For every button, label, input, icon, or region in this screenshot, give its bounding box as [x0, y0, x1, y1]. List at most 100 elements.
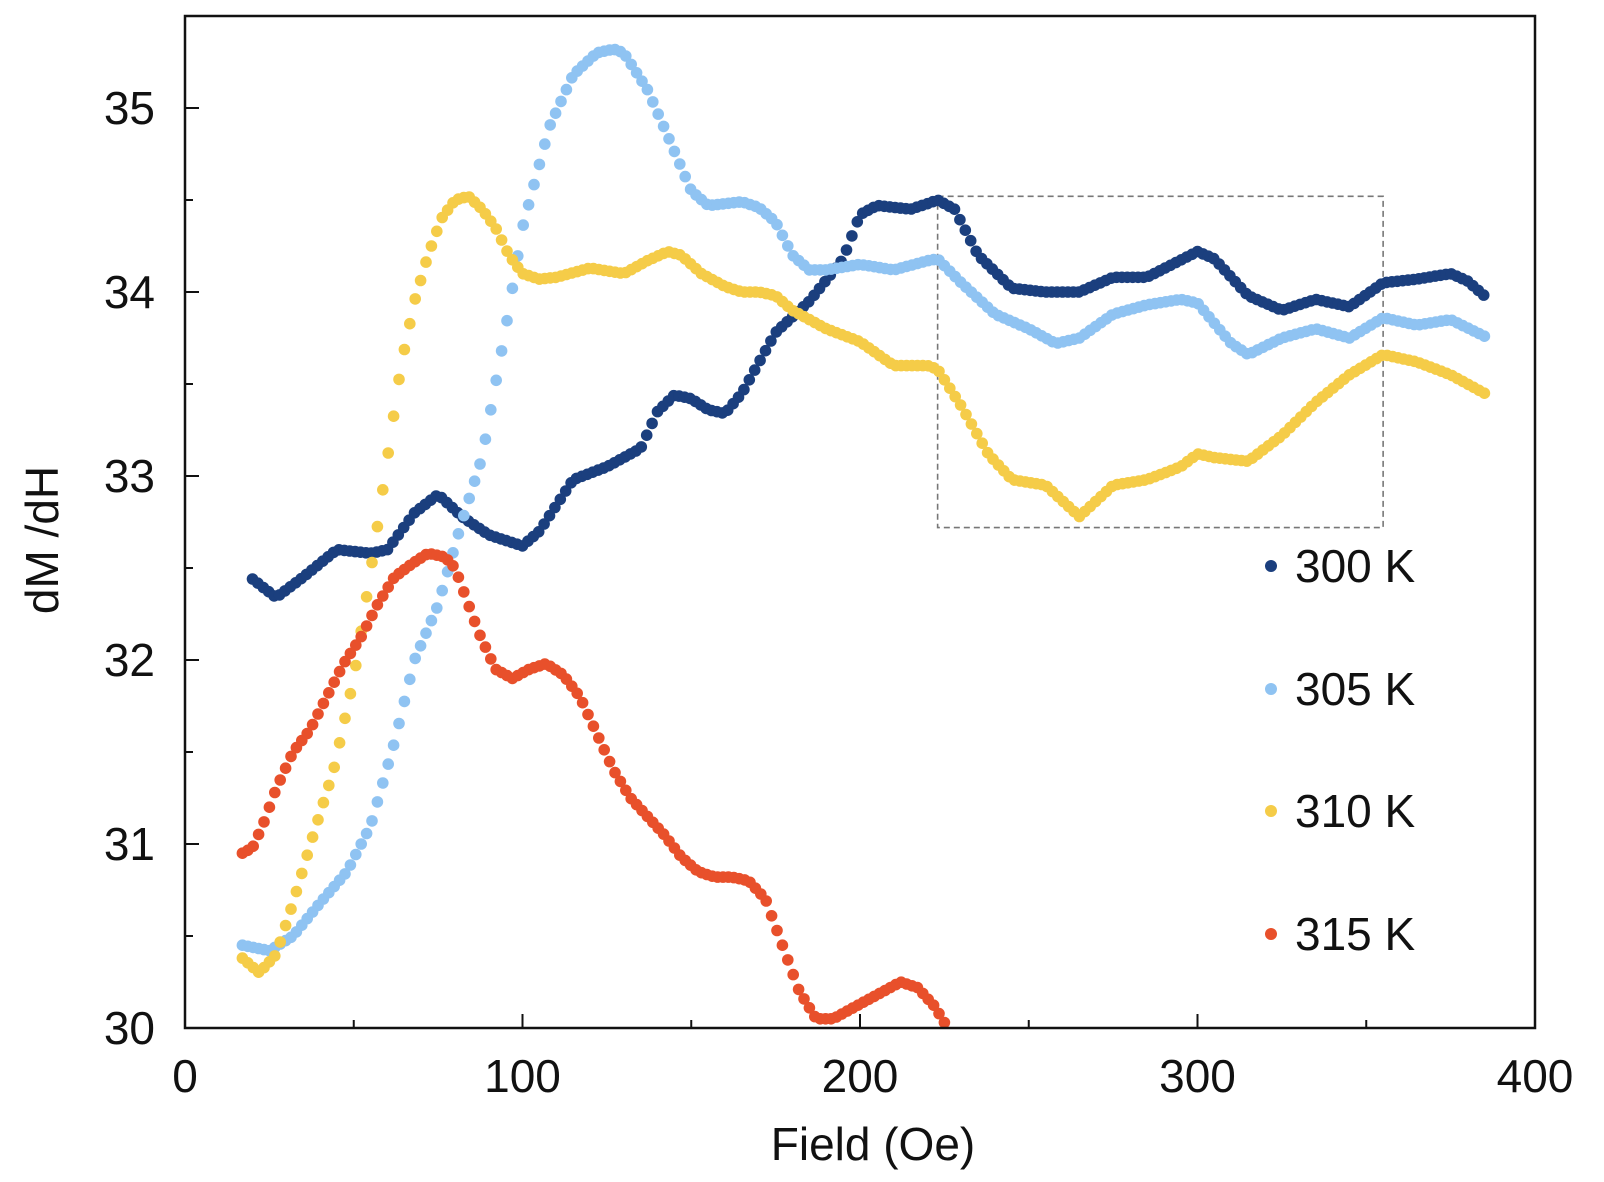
data-point	[771, 218, 783, 231]
data-point	[668, 145, 681, 158]
data-point	[420, 627, 432, 639]
data-point	[782, 240, 794, 252]
data-point	[344, 687, 357, 700]
data-point	[420, 256, 432, 268]
data-point	[782, 954, 794, 966]
data-point	[748, 364, 761, 376]
data-point	[949, 390, 961, 403]
x-tick-label: 100	[484, 1050, 561, 1102]
data-point	[285, 750, 297, 763]
data-point	[387, 739, 400, 751]
data-point	[760, 895, 772, 907]
data-point	[393, 717, 405, 730]
data-point	[279, 919, 292, 932]
data-point	[285, 903, 297, 915]
legend: 300 K 305 K 310 K 315 K	[1265, 540, 1416, 960]
data-point	[382, 447, 395, 459]
data-point	[646, 417, 658, 430]
data-point	[485, 404, 497, 416]
y-tick-label: 34	[104, 266, 155, 318]
y-tick-label: 30	[104, 1002, 155, 1054]
data-point	[603, 755, 616, 768]
data-point	[636, 75, 648, 87]
data-point	[301, 727, 314, 740]
data-point	[468, 615, 481, 628]
data-point	[306, 831, 319, 843]
data-point	[938, 1016, 951, 1029]
y-tick-label: 32	[104, 634, 155, 686]
data-point	[571, 687, 583, 700]
data-point	[339, 655, 351, 668]
data-point	[803, 1002, 816, 1014]
data-point	[933, 1007, 945, 1020]
data-point	[279, 762, 292, 774]
data-point	[938, 374, 951, 386]
data-point	[263, 801, 276, 813]
data-point	[350, 848, 362, 861]
data-point	[625, 58, 637, 71]
series-305k	[236, 43, 1491, 957]
data-point	[495, 345, 508, 357]
data-point	[964, 234, 977, 247]
inset-dashed-box	[936, 195, 1384, 529]
data-point	[948, 203, 961, 215]
data-point	[398, 343, 411, 356]
data-point	[404, 317, 416, 330]
data-point	[360, 827, 373, 840]
data-point	[463, 600, 476, 613]
data-point	[630, 67, 643, 79]
data-point	[371, 599, 384, 611]
data-point	[549, 107, 562, 119]
data-point	[344, 859, 357, 871]
data-point	[765, 910, 778, 922]
x-tick-label: 300	[1159, 1050, 1236, 1102]
data-point	[468, 475, 481, 488]
data-point	[593, 732, 605, 744]
data-point	[377, 590, 389, 602]
data-point	[474, 458, 486, 470]
data-point	[560, 83, 573, 96]
series-315k	[236, 548, 951, 1029]
data-point	[409, 652, 422, 665]
data-point	[549, 501, 561, 514]
data-point	[382, 581, 395, 593]
x-axis-title: Field (Oe)	[771, 1118, 975, 1170]
data-point	[458, 509, 470, 522]
data-point	[539, 138, 551, 150]
data-point	[1478, 387, 1491, 400]
data-point	[425, 614, 438, 627]
data-point	[398, 695, 411, 708]
data-point	[538, 518, 550, 530]
data-point	[738, 383, 750, 396]
data-point	[404, 673, 416, 686]
x-tick-label: 400	[1497, 1050, 1574, 1102]
data-point	[290, 885, 303, 898]
data-point	[274, 774, 287, 786]
data-point	[647, 96, 659, 108]
data-point	[587, 720, 600, 732]
data-point	[840, 244, 853, 256]
data-point	[1478, 330, 1491, 343]
data-point	[555, 95, 567, 108]
data-point	[635, 441, 648, 453]
data-point	[598, 744, 610, 756]
data-point	[641, 83, 654, 96]
data-point	[306, 718, 319, 731]
data-point	[490, 223, 503, 235]
data-point	[344, 647, 357, 660]
data-point	[463, 492, 476, 505]
y-tick-labels: 30 31 32 33 34 35	[104, 82, 155, 1054]
legend-marker-310k	[1265, 805, 1277, 817]
data-point	[609, 766, 621, 779]
data-point	[663, 133, 675, 145]
data-point	[576, 696, 589, 709]
data-point	[846, 230, 858, 242]
data-point	[393, 373, 405, 386]
data-point	[792, 983, 805, 996]
data-point	[474, 629, 486, 642]
data-point	[258, 816, 270, 828]
data-point	[328, 761, 341, 774]
data-point	[1477, 289, 1490, 301]
data-point	[431, 602, 443, 614]
y-axis-title: dM /dH	[16, 466, 68, 614]
